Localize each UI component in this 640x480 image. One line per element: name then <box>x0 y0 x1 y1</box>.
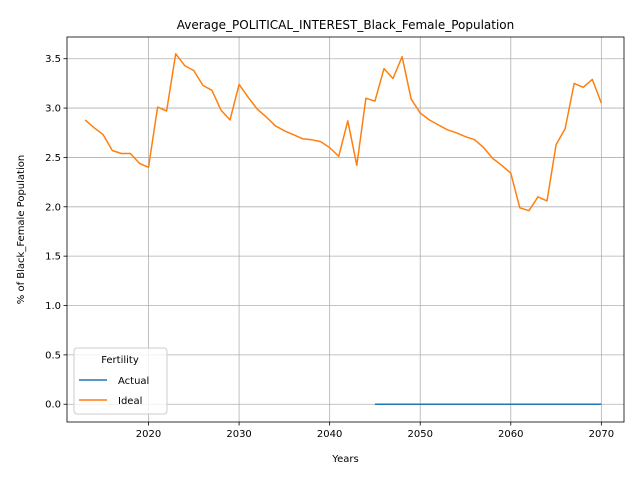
y-axis-label: % of Black_Female Population <box>16 155 27 304</box>
y-tick-label: 1.0 <box>45 301 61 312</box>
y-axis-ticks: 0.0 0.5 1.0 1.5 2.0 2.5 3.0 3.5 <box>45 54 67 411</box>
x-axis-label: Years <box>331 454 358 465</box>
y-tick-label: 0.0 <box>45 400 61 411</box>
x-tick-label: 2070 <box>589 429 614 440</box>
legend-label-actual: Actual <box>118 376 149 387</box>
y-tick-label: 2.5 <box>45 153 61 164</box>
y-tick-label: 0.5 <box>45 350 61 361</box>
chart-title: Average_POLITICAL_INTEREST_Black_Female_… <box>177 18 515 32</box>
x-tick-label: 2040 <box>317 429 342 440</box>
legend-title: Fertility <box>101 355 139 366</box>
series-line-ideal <box>84 53 603 212</box>
x-tick-label: 2050 <box>407 429 432 440</box>
y-tick-label: 3.5 <box>45 54 61 65</box>
x-tick-label: 2030 <box>226 429 251 440</box>
series-layer <box>84 53 603 405</box>
legend: Fertility Actual Ideal <box>73 347 168 415</box>
x-tick-label: 2020 <box>136 429 161 440</box>
legend-label-ideal: Ideal <box>118 396 142 407</box>
legend-box <box>73 347 168 415</box>
x-axis-ticks: 2020 2030 2040 2050 2060 2070 <box>136 422 614 440</box>
y-tick-label: 1.5 <box>45 252 61 263</box>
y-tick-label: 3.0 <box>45 104 61 115</box>
x-tick-label: 2060 <box>498 429 523 440</box>
plot-frame <box>66 36 625 423</box>
y-tick-label: 2.0 <box>45 202 61 213</box>
